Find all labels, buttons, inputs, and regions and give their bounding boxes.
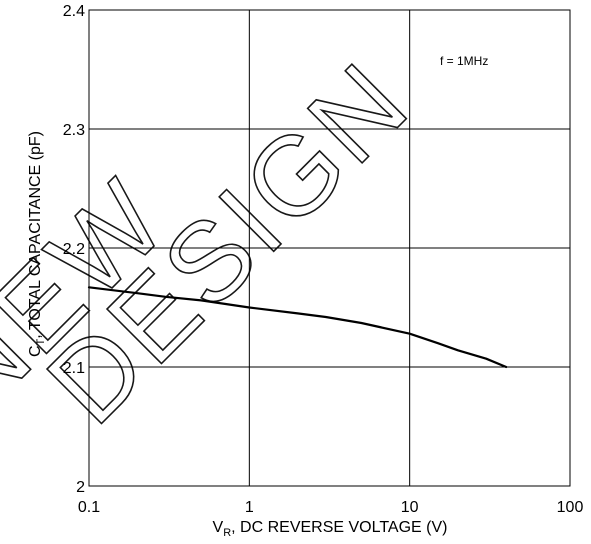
y-axis-title-sub: T [35, 338, 47, 345]
x-tick-label: 10 [401, 499, 419, 516]
y-axis-title-rest: , TOTAL CAPACITANCE (pF) [27, 131, 44, 339]
x-axis-title-main: V [213, 519, 224, 536]
y-tick-labels: 2 2.1 2.2 2.3 2.4 [63, 3, 85, 496]
y-axis-title: CT, TOTAL CAPACITANCE (pF) [27, 131, 47, 357]
y-tick-label: 2.4 [63, 3, 85, 20]
x-tick-labels: 0.1 1 10 100 [78, 499, 584, 516]
y-axis-title-main: C [27, 345, 44, 357]
series-group [87, 286, 508, 369]
x-axis-title-rest: , DC REVERSE VOLTAGE (V) [231, 519, 447, 536]
y-tick-label: 2.1 [63, 360, 85, 377]
x-tick-label: 0.1 [78, 499, 100, 516]
x-axis-title: VR, DC REVERSE VOLTAGE (V) [213, 519, 448, 539]
y-tick-label: 2.3 [63, 122, 85, 139]
y-tick-label: 2 [76, 479, 85, 496]
frequency-annotation: f = 1MHz [440, 54, 488, 68]
x-tick-label: 100 [557, 499, 584, 516]
y-tick-label: 2.2 [63, 241, 85, 258]
x-tick-label: 1 [245, 499, 254, 516]
capacitance-curve [87, 286, 508, 369]
x-axis-title-sub: R [223, 527, 231, 539]
grid [89, 10, 570, 486]
